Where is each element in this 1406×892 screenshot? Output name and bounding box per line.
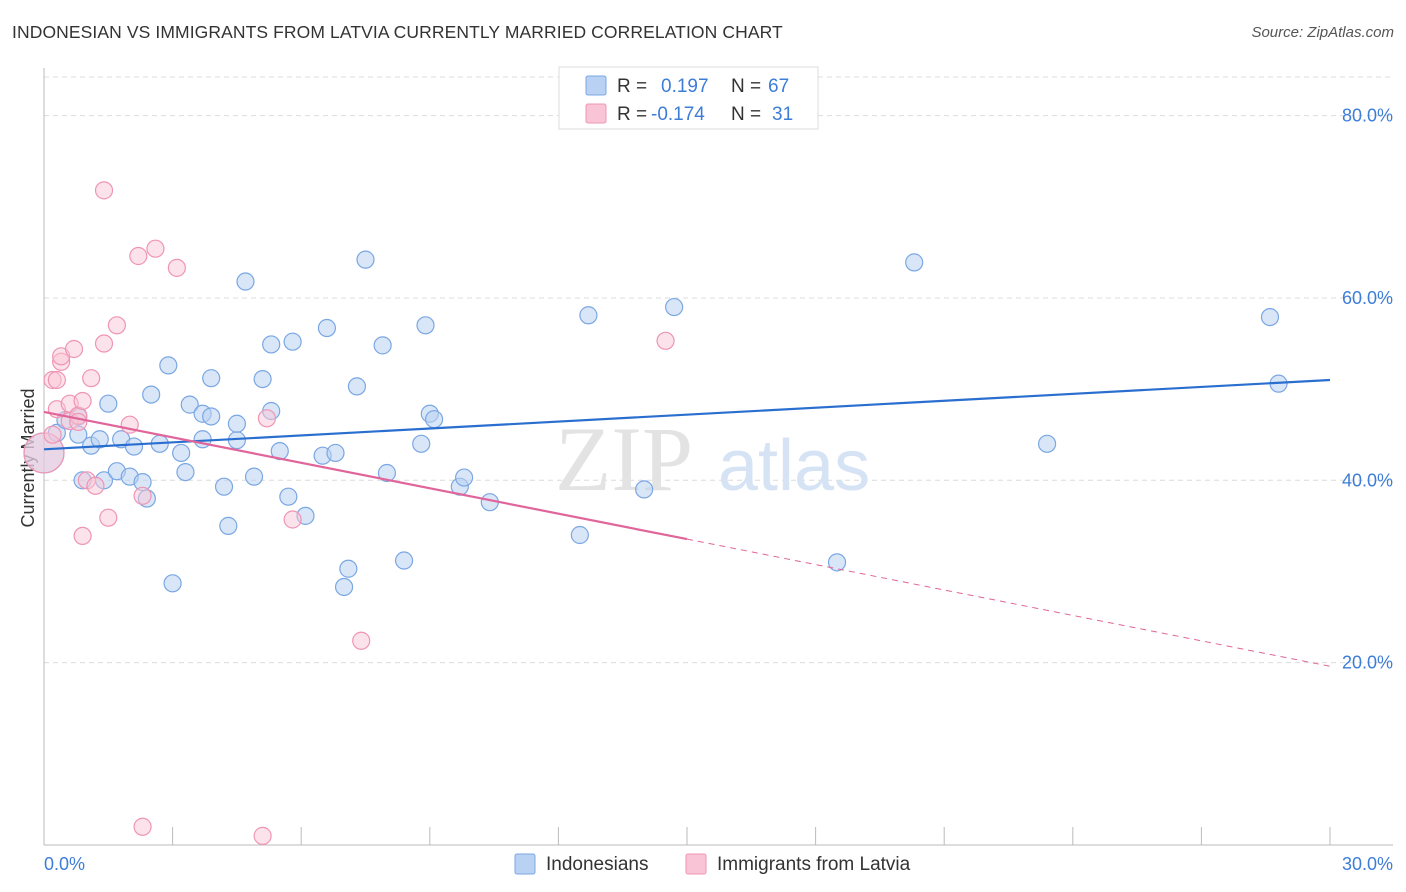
indonesians-point — [827, 553, 847, 572]
trend-line-latvia-dashed — [686, 538, 1331, 667]
latvia-point — [257, 409, 277, 428]
indonesians-point — [377, 463, 397, 483]
indonesians-point — [262, 335, 281, 354]
indonesians-point — [317, 318, 337, 338]
latvia-point — [99, 508, 118, 527]
indonesians-point — [339, 559, 358, 578]
legend-swatch-blue — [585, 75, 607, 96]
indonesians-point — [202, 407, 221, 426]
latvia-point — [146, 239, 165, 258]
indonesians-point — [570, 525, 589, 545]
latvia-point — [64, 339, 84, 359]
indonesians-point — [99, 394, 118, 413]
indonesians-point — [416, 316, 435, 335]
watermark-atlas: atlas — [718, 426, 870, 506]
series-immigrants-from-latvia — [23, 181, 675, 845]
latvia-point — [107, 316, 126, 335]
legend-r-label-2: R = — [617, 104, 647, 125]
latvia-point — [352, 631, 371, 650]
indonesians-point — [279, 487, 298, 506]
indonesians-point — [412, 434, 431, 453]
indonesians-point — [356, 250, 375, 269]
indonesians-point — [124, 437, 144, 456]
chart-source: Source: ZipAtlas.com — [1251, 24, 1394, 41]
indonesians-point — [424, 410, 444, 429]
x-tick-label-min: 0.0% — [44, 854, 85, 874]
latvia-point — [133, 486, 152, 505]
watermark-zip: ZIP — [555, 408, 693, 510]
legend-n-value-1: 67 — [768, 76, 789, 97]
y-tick-label: 40.0% — [1342, 470, 1393, 490]
indonesians-point — [454, 468, 474, 487]
indonesians-point — [665, 297, 684, 317]
x-tick-label-max: 30.0% — [1342, 854, 1393, 874]
latvia-point — [94, 334, 114, 353]
series-legend: Indonesians Immigrants from Latvia — [514, 853, 911, 875]
y-tick-label: 20.0% — [1342, 653, 1393, 673]
legend-r-value-1: 0.197 — [661, 76, 709, 97]
y-tick-label: 80.0% — [1342, 106, 1393, 126]
latvia-point — [133, 817, 152, 836]
latvia-point — [253, 826, 272, 845]
indonesians-point — [90, 430, 109, 449]
y-tick-label: 60.0% — [1342, 288, 1393, 308]
indonesians-point — [253, 369, 272, 389]
latvia-point — [86, 476, 105, 495]
indonesians-point — [202, 369, 221, 388]
indonesians-point — [283, 332, 302, 351]
indonesians-point — [579, 306, 598, 325]
legend-r-label-1: R = — [617, 76, 647, 97]
legend-n-label-1: N = — [731, 76, 761, 97]
indonesians-point — [214, 477, 234, 496]
indonesians-point — [236, 272, 255, 291]
indonesians-point — [163, 574, 182, 593]
latvia-point — [167, 258, 186, 277]
latvia-point — [43, 425, 62, 444]
latvia-point — [656, 331, 675, 350]
indonesians-point — [172, 443, 191, 463]
indonesians-point — [159, 356, 178, 375]
latvia-point — [129, 246, 148, 266]
legend-n-label-2: N = — [731, 104, 761, 125]
latvia-point — [73, 391, 92, 411]
indonesians-point — [347, 377, 367, 396]
legend-n-value-2: 31 — [772, 104, 793, 125]
bottom-legend-indonesians: Indonesians — [546, 854, 648, 875]
legend-r-value-2: -0.174 — [651, 104, 705, 125]
indonesians-point — [635, 480, 654, 499]
indonesians-point — [142, 385, 161, 404]
indonesians-point — [219, 516, 238, 535]
indonesians-point — [334, 577, 354, 597]
correlation-legend: R = 0.197 N = 67 R = -0.174 N = 31 — [558, 66, 819, 130]
indonesians-point — [1260, 307, 1280, 327]
indonesians-point — [1037, 434, 1057, 453]
bottom-legend-swatch-indonesians — [514, 853, 536, 875]
latvia-point — [283, 510, 302, 529]
x-tick-labels: 0.0% 30.0% — [44, 854, 1393, 874]
bottom-legend-latvia: Immigrants from Latvia — [717, 854, 911, 875]
indonesians-point — [373, 336, 392, 355]
bottom-legend-swatch-latvia — [685, 853, 707, 875]
latvia-point — [73, 526, 92, 546]
indonesians-point — [180, 395, 199, 414]
indonesians-point — [176, 462, 195, 482]
trend-line-indonesians — [43, 378, 1331, 451]
indonesians-point — [326, 443, 345, 463]
trend-line-latvia — [43, 410, 688, 541]
grid-lines — [44, 76, 1393, 664]
latvia-point — [94, 181, 114, 200]
indonesians-point — [244, 467, 264, 486]
latvia-point — [69, 412, 88, 432]
watermark: ZIP atlas — [555, 408, 870, 510]
latvia-point — [47, 370, 66, 390]
trend-lines — [43, 378, 1331, 667]
indonesians-point — [394, 551, 414, 570]
chart-title: INDONESIAN VS IMMIGRANTS FROM LATVIA CUR… — [12, 22, 783, 42]
y-tick-labels: 20.0% 40.0% 60.0% 80.0% — [1342, 106, 1393, 673]
indonesians-point — [227, 414, 246, 433]
legend-swatch-pink — [585, 103, 607, 124]
indonesians-point — [905, 253, 924, 272]
latvia-point — [82, 369, 101, 388]
